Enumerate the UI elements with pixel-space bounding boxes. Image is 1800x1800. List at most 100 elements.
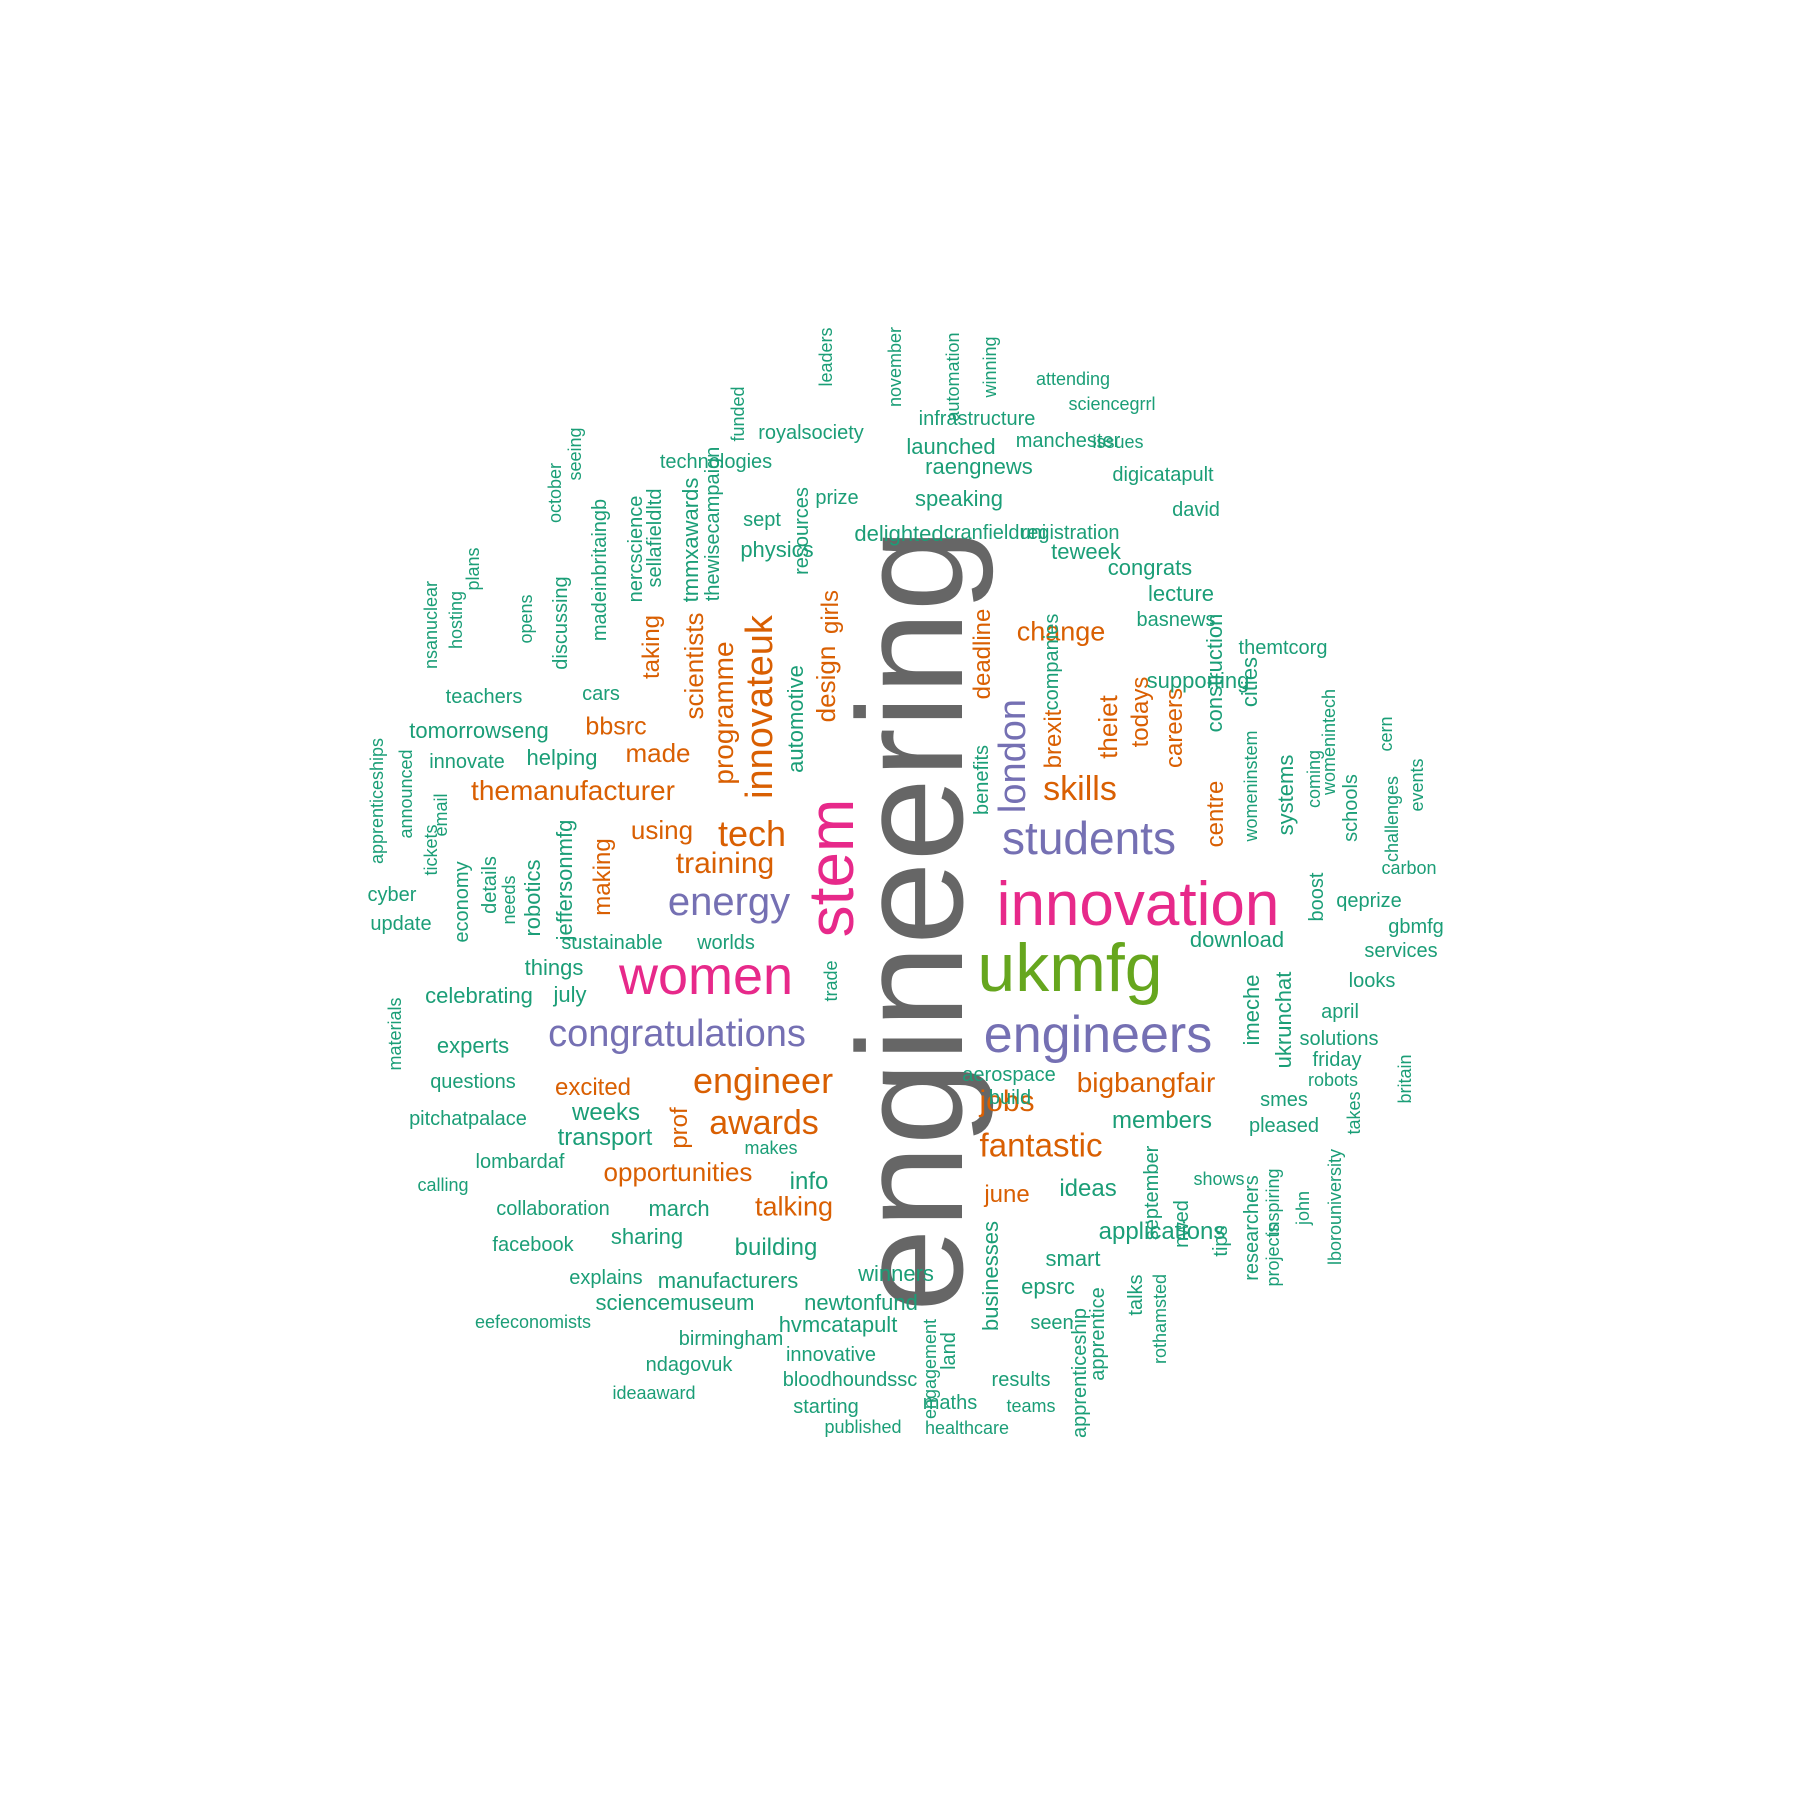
word-things: things [524,955,584,980]
word-engagement: engagement [920,1318,940,1420]
word-bigbangfair: bigbangfair [1076,1067,1216,1098]
word-stem: stem [795,798,867,938]
word-skills: skills [1043,770,1117,808]
word-registration: registration [1020,522,1120,544]
word-bbsrc: bbsrc [585,712,647,741]
word-prize: prize [815,487,859,509]
word-womenintech: womenintech [1319,688,1339,796]
word-november: november [885,326,905,408]
word-britain: britain [1395,1054,1415,1104]
word-building: building [734,1234,818,1261]
word-resources: resources [791,487,813,575]
word-deadline: deadline [969,608,996,700]
word-tips: tips [1210,1225,1232,1257]
word-women: women [618,946,794,1006]
word-basnews: basnews [1136,609,1216,631]
word-build: build [988,1087,1032,1109]
word-lombardaf: lombardaf [475,1151,565,1173]
word-making: making [589,838,616,916]
word-sept: sept [743,509,781,531]
word-fantastic: fantastic [979,1126,1103,1164]
word-david: david [1172,499,1220,521]
word-gbmfg: gbmfg [1388,916,1444,938]
word-brexit: brexit [1040,709,1067,769]
word-tech: tech [717,813,787,854]
word-scientists: scientists [679,612,709,720]
word-innovateuk: innovateuk [739,615,781,799]
word-trade: trade [821,960,841,1002]
word-june: june [984,1181,1030,1208]
word-issues: issues [1092,432,1144,452]
word-awards: awards [709,1104,819,1142]
word-opens: opens [516,594,536,644]
word-speaking: speaking [914,486,1004,511]
word-apprentice: apprentice [1087,1287,1109,1381]
word-birmingham: birmingham [678,1328,784,1350]
word-benefits: benefits [971,744,993,816]
word-boost: boost [1306,872,1328,922]
word-bloodhoundssc: bloodhoundssc [782,1369,918,1391]
word-manchester: manchester [1015,430,1121,452]
word-businesses: businesses [978,1220,1003,1332]
word-careers: careers [1161,687,1188,769]
word-students: students [1002,812,1176,864]
word-needs: needs [499,875,519,925]
word-imeche: imeche [1239,974,1264,1046]
word-engineer: engineer [692,1060,834,1101]
word-madeinbritaingb: madeinbritaingb [589,498,611,642]
word-qeprize: qeprize [1336,890,1402,912]
word-researchers: researchers [1241,1175,1263,1281]
word-helping: helping [526,745,598,770]
word-challenges: challenges [1382,775,1402,863]
word-congratulations: congratulations [548,1013,806,1055]
word-epsrc: epsrc [1021,1274,1075,1299]
word-announced: announced [396,749,416,839]
word-jeffersonmfg: jeffersonmfg [552,819,577,941]
word-services: services [1364,940,1438,962]
word-experts: experts [436,1033,510,1058]
word-questions: questions [430,1071,516,1093]
word-cyber: cyber [367,884,417,906]
word-technologies: technologies [659,451,773,473]
word-carbon: carbon [1381,858,1437,878]
word-raengnews: raengnews [925,454,1033,479]
word-land: land [938,1332,960,1370]
word-themtcorg: themtcorg [1238,637,1328,659]
word-smart: smart [1045,1246,1101,1271]
word-nercscience: nercscience [625,495,647,603]
word-theiet: theiet [1093,695,1123,759]
word-explains: explains [569,1267,643,1289]
word-design: design [811,645,841,723]
word-companies: companies [1041,613,1063,711]
word-results: results [991,1369,1051,1391]
word-plans: plans [463,547,483,591]
word-cars: cars [582,683,620,705]
word-apprenticeship: apprenticeship [1069,1307,1091,1439]
word-healthcare: healthcare [924,1418,1010,1438]
word-nsanuclear: nsanuclear [421,580,441,670]
word-energy: energy [667,880,791,924]
word-shows: shows [1193,1169,1245,1189]
word-september: september [1141,1145,1163,1241]
word-ukmfg: ukmfg [977,930,1163,1006]
word-construction: construction [1202,613,1227,733]
word-innovation: innovation [996,870,1280,939]
word-delighted: delighted [854,521,944,546]
word-centre: centre [1202,780,1229,848]
word-worlds: worlds [697,932,755,954]
word-teams: teams [1006,1396,1056,1416]
word-schools: schools [1340,774,1362,842]
word-robots: robots [1307,1070,1359,1090]
word-details: details [479,856,501,914]
word-solutions: solutions [1299,1028,1379,1050]
word-royalsociety: royalsociety [758,422,864,444]
word-digicatapult: digicatapult [1112,464,1214,486]
word-tickets: tickets [421,824,441,876]
word-cities: cities [1237,656,1262,708]
word-looks: looks [1348,970,1396,992]
word-discussing: discussing [550,576,572,670]
word-excited: excited [554,1074,632,1101]
word-apprenticeships: apprenticeships [367,737,387,865]
word-robotics: robotics [520,859,545,937]
